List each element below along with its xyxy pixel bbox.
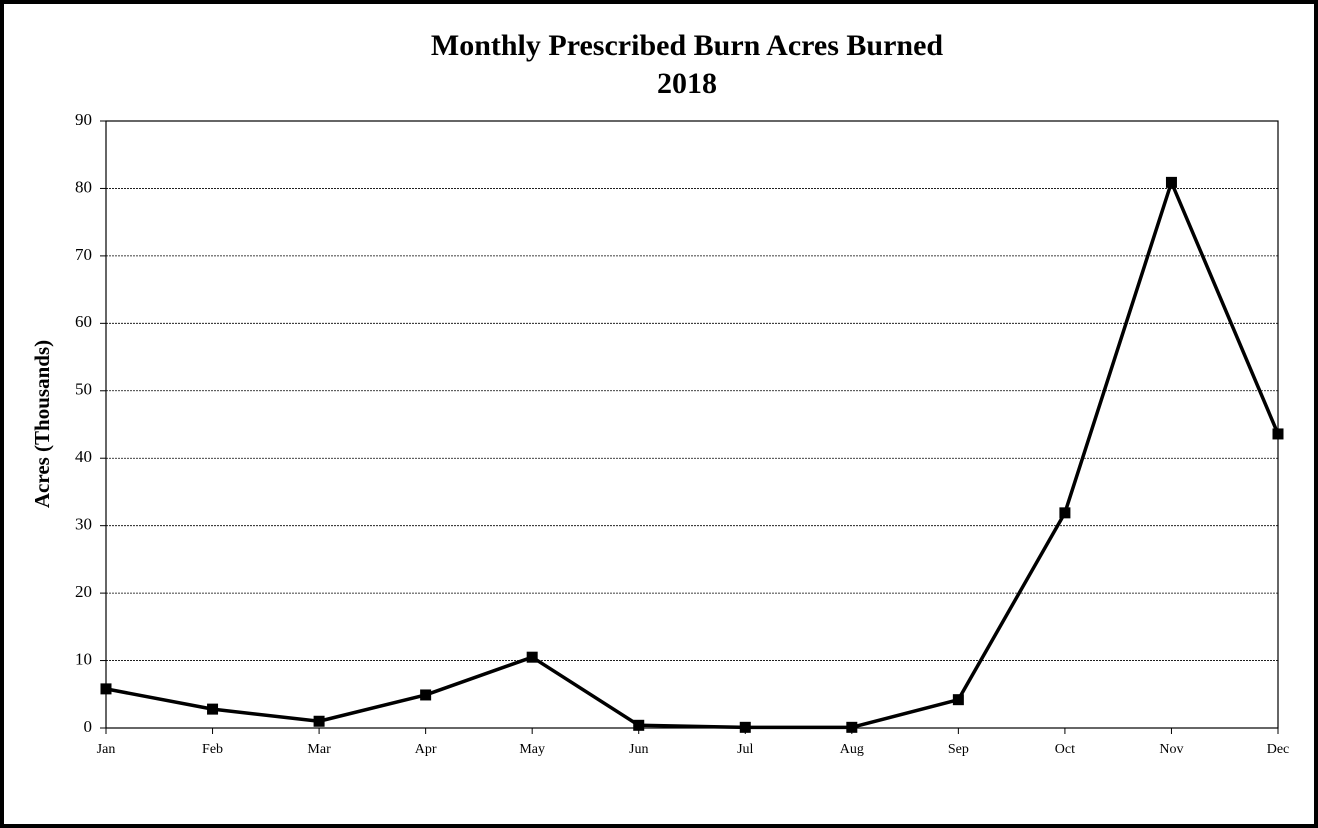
y-tick-label: 70 [75, 245, 92, 264]
chart-subtitle: 2018 [657, 67, 717, 100]
data-point [526, 651, 538, 663]
data-point [313, 715, 325, 727]
data-point [952, 694, 964, 706]
data-point [1165, 176, 1177, 188]
data-line [105, 180, 1280, 730]
x-tick-label: Feb [202, 742, 223, 757]
y-tick-label: 30 [75, 515, 92, 534]
x-tick-label: Sep [948, 742, 969, 757]
data-point [739, 721, 751, 733]
y-axis-label: Acres (Thousands) [30, 340, 54, 508]
chart-title: Monthly Prescribed Burn Acres Burned [431, 29, 944, 62]
x-tick-label: Apr [415, 742, 437, 757]
y-tick-label: 50 [75, 380, 92, 399]
x-tick-label: Jan [97, 742, 116, 757]
y-tick-label: 20 [75, 582, 92, 601]
y-tick-label: 80 [75, 177, 92, 196]
y-tick-label: 10 [75, 649, 92, 668]
x-tick-label: Jul [737, 742, 753, 757]
x-tick-label: Oct [1055, 742, 1075, 757]
y-tick-label: 40 [75, 447, 92, 466]
x-tick-label: May [519, 742, 545, 757]
data-point [1059, 507, 1071, 519]
y-tick-label: 0 [84, 717, 93, 736]
x-tick-label: Nov [1159, 742, 1183, 757]
data-point [1272, 428, 1284, 440]
y-tick-label: 60 [75, 312, 92, 331]
x-tick-label: Dec [1267, 742, 1290, 757]
data-point [420, 689, 432, 701]
x-tick-label: Aug [840, 742, 864, 757]
x-tick-label: Mar [307, 742, 331, 757]
x-tick-label: Jun [629, 742, 648, 757]
data-point [100, 683, 112, 695]
data-point [207, 703, 219, 715]
data-point [633, 719, 645, 731]
y-tick-label: 90 [75, 110, 92, 129]
data-point [846, 721, 858, 733]
